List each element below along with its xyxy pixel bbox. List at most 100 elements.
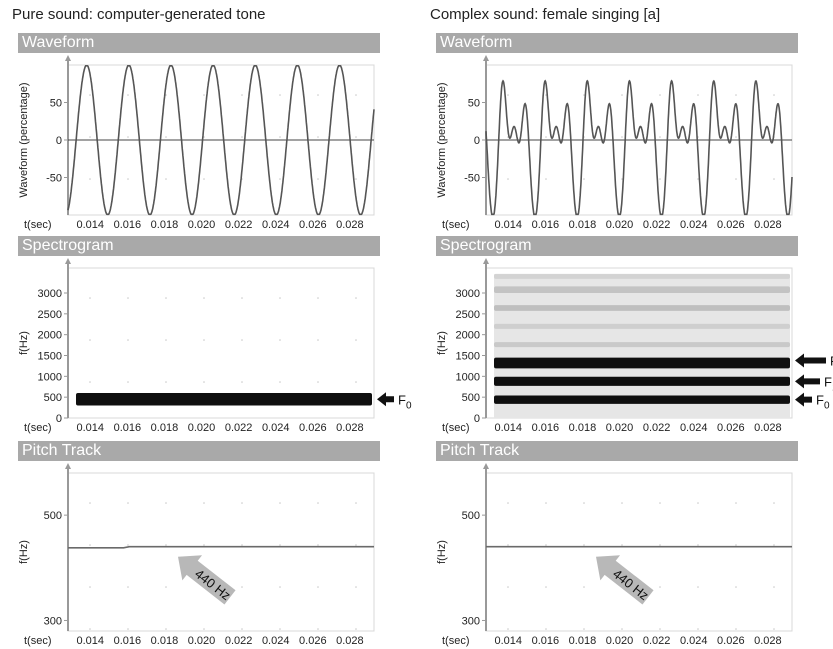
formant-arrow xyxy=(795,374,820,389)
spectrogram-bands xyxy=(76,393,372,406)
spectrogram-band xyxy=(494,305,790,311)
x-tick-label: 0.026 xyxy=(299,635,327,647)
y-tick-label: 0 xyxy=(474,135,480,147)
grid-dot xyxy=(659,502,661,504)
x-tick-label: 0.016 xyxy=(532,219,560,231)
y-tick-label: 0 xyxy=(56,413,62,425)
panel-header: Pitch Track xyxy=(18,441,380,461)
grid-dot xyxy=(317,544,319,546)
x-tick-label: 0.020 xyxy=(188,219,216,231)
grid-dot xyxy=(89,136,91,138)
x-tick-label: 0.018 xyxy=(151,219,179,231)
spectrogram-band xyxy=(494,323,790,329)
spectrogram-band xyxy=(76,393,372,406)
x-tick-label: 0.018 xyxy=(151,635,179,647)
spectrogram-band xyxy=(494,273,790,279)
grid-dot xyxy=(203,339,205,341)
grid-dot xyxy=(621,502,623,504)
grid-dot xyxy=(317,628,319,630)
grid-dot xyxy=(241,381,243,383)
grid-dot xyxy=(241,544,243,546)
spectrogram-band xyxy=(494,357,790,369)
panel-header: Waveform xyxy=(436,33,798,53)
grid-dot xyxy=(507,178,509,180)
grid-dot xyxy=(355,628,357,630)
y-tick-label: 500 xyxy=(462,510,480,522)
x-tick-label: 0.014 xyxy=(76,635,104,647)
grid-dot xyxy=(279,136,281,138)
y-tick-label: 2500 xyxy=(38,309,62,321)
x-tick-label: 0.022 xyxy=(643,219,671,231)
grid-dot xyxy=(203,502,205,504)
grid-dot xyxy=(773,94,775,96)
grid-dot xyxy=(279,586,281,588)
grid-dot xyxy=(317,297,319,299)
grid-dot xyxy=(165,178,167,180)
y-axis-label: Waveform (percentage) xyxy=(18,82,30,197)
panel-header: Spectrogram xyxy=(18,236,380,256)
grid-dot xyxy=(507,94,509,96)
grid-dot xyxy=(621,628,623,630)
grid-dot xyxy=(355,586,357,588)
y-axis-arrow xyxy=(483,55,489,61)
grid-dot xyxy=(355,136,357,138)
grid-dot xyxy=(355,178,357,180)
grid-dot xyxy=(697,586,699,588)
grid-dot xyxy=(165,502,167,504)
grid-dot xyxy=(279,381,281,383)
y-tick-label: 500 xyxy=(462,392,480,404)
y-axis-label: f(Hz) xyxy=(436,331,448,355)
grid-dot xyxy=(241,586,243,588)
grid-dot xyxy=(165,544,167,546)
x-tick-label: 0.014 xyxy=(494,635,522,647)
y-tick-label: 1500 xyxy=(38,351,62,363)
grid-dot xyxy=(203,178,205,180)
x-tick-label: 0.016 xyxy=(114,219,142,231)
grid-dot xyxy=(127,544,129,546)
formant-label: F1 xyxy=(824,374,833,393)
grid-dot xyxy=(545,586,547,588)
x-tick-label: 0.018 xyxy=(151,422,179,434)
grid-dot xyxy=(735,628,737,630)
y-tick-label: 3000 xyxy=(38,288,62,300)
x-tick-label: 0.026 xyxy=(717,422,745,434)
grid-dot xyxy=(659,178,661,180)
grid-dot xyxy=(697,628,699,630)
y-tick-label: 1000 xyxy=(456,371,480,383)
grid-dot xyxy=(203,297,205,299)
x-axis-label: t(sec) xyxy=(24,219,52,231)
grid-dot xyxy=(735,178,737,180)
grid-dot xyxy=(697,544,699,546)
x-tick-label: 0.020 xyxy=(606,422,634,434)
grid-dot xyxy=(127,136,129,138)
y-tick-label: 500 xyxy=(44,392,62,404)
x-tick-label: 0.024 xyxy=(680,219,708,231)
x-tick-label: 0.026 xyxy=(299,219,327,231)
y-tick-label: 0 xyxy=(56,135,62,147)
grid-dot xyxy=(317,178,319,180)
grid-dot xyxy=(621,178,623,180)
x-tick-label: 0.014 xyxy=(76,219,104,231)
grid-dot xyxy=(317,136,319,138)
y-tick-label: 50 xyxy=(50,98,62,110)
pitch-track-chart: t(sec) 0.014 0.016 0.018 0.020 0.022 0.024 0.02… xyxy=(436,463,793,647)
y-tick-label: 2000 xyxy=(38,330,62,342)
grid-dot xyxy=(773,544,775,546)
grid-dot xyxy=(241,339,243,341)
x-axis-label: t(sec) xyxy=(442,219,470,231)
grid-dot xyxy=(89,297,91,299)
pitch-track-line xyxy=(68,545,374,549)
grid-dot xyxy=(241,94,243,96)
x-tick-label: 0.016 xyxy=(114,422,142,434)
grid-dot xyxy=(279,178,281,180)
column-title: Complex sound: female singing [a] xyxy=(430,6,661,23)
grid-dot xyxy=(89,381,91,383)
x-tick-label: 0.024 xyxy=(262,422,290,434)
waveform-line xyxy=(67,65,375,216)
grid-dot xyxy=(545,544,547,546)
plot-frame xyxy=(485,472,793,632)
x-tick-label: 0.022 xyxy=(225,422,253,434)
x-axis-label: t(sec) xyxy=(442,635,470,647)
spectrogram-band xyxy=(494,376,790,386)
grid-dot xyxy=(165,339,167,341)
